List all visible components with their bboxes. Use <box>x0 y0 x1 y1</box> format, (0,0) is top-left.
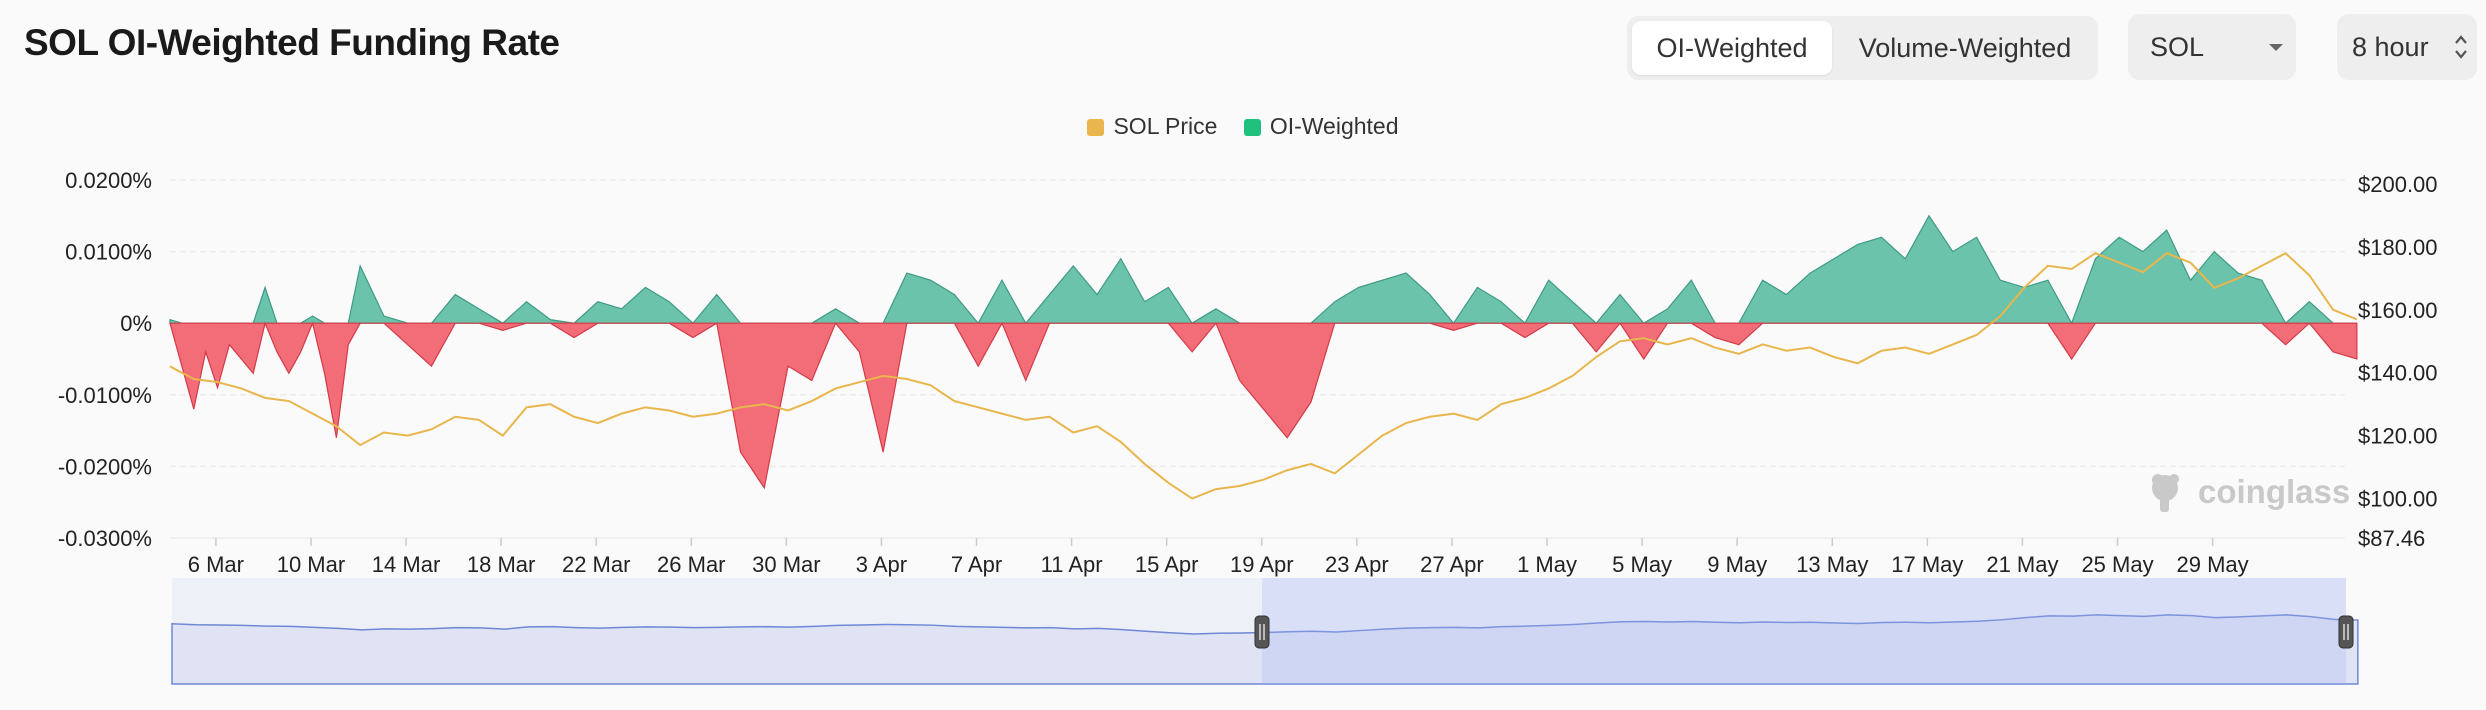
navigator-selection <box>1262 578 2346 684</box>
x-tick-label: 1 May <box>1517 552 1577 577</box>
symbol-select[interactable]: SOL <box>2128 14 2296 80</box>
oi-weighted-tab[interactable]: OI-Weighted <box>1632 21 1832 75</box>
caret-down-icon <box>2269 44 2283 51</box>
watermark-text: coinglass <box>2198 473 2350 510</box>
x-axis: 6 Mar 10 Mar 14 Mar 18 Mar 22 Mar 26 Mar 30 Ma… <box>188 538 2249 577</box>
symbol-select-value: SOL <box>2150 32 2205 62</box>
x-tick-label: 30 Mar <box>752 552 820 577</box>
y-left-tick: -0.0300% <box>58 526 152 551</box>
x-tick-label: 5 May <box>1612 552 1672 577</box>
y-right-tick: $140.00 <box>2358 361 2438 386</box>
x-tick-label: 23 Apr <box>1325 552 1389 577</box>
x-tick-label: 9 May <box>1707 552 1767 577</box>
legend-label-price: SOL Price <box>1113 113 1218 139</box>
y-right-tick: $160.00 <box>2358 298 2438 323</box>
x-tick-label: 3 Apr <box>856 552 907 577</box>
price-line <box>169 251 2358 500</box>
x-tick-label: 10 Mar <box>277 552 345 577</box>
navigator-left-handle[interactable] <box>1254 615 1270 649</box>
y-axis-left: 0.0200% 0.0100% 0% -0.0100% -0.0200% -0.0300% <box>58 168 152 551</box>
y-left-tick: -0.0200% <box>58 454 152 479</box>
y-right-tick: $200.00 <box>2358 172 2438 197</box>
interval-select[interactable]: 8 hour <box>2337 14 2477 80</box>
x-tick-label: 7 Apr <box>951 552 1002 577</box>
page-title: SOL OI-Weighted Funding Rate <box>24 22 560 63</box>
x-tick-label: 19 Apr <box>1230 552 1294 577</box>
navigator-right-handle[interactable] <box>2338 615 2354 649</box>
x-tick-label: 18 Mar <box>467 552 535 577</box>
legend-item-oi[interactable]: OI-Weighted <box>1243 113 1399 140</box>
negative-funding-area <box>169 321 2358 490</box>
chart-legend: SOL Price OI-Weighted <box>0 113 2486 140</box>
positive-funding-area <box>169 214 2357 325</box>
y-left-tick: 0.0100% <box>65 240 152 265</box>
x-tick-label: 21 May <box>1986 552 2058 577</box>
y-right-tick: $180.00 <box>2358 235 2438 260</box>
legend-item-price[interactable]: SOL Price <box>1087 113 1217 140</box>
range-navigator[interactable] <box>171 578 2359 685</box>
funding-rate-series <box>169 214 2358 490</box>
x-tick-label: 15 Apr <box>1135 552 1199 577</box>
x-tick-label: 29 May <box>2177 552 2249 577</box>
interval-select-value: 8 hour <box>2352 32 2429 62</box>
x-tick-label: 27 Apr <box>1420 552 1484 577</box>
x-tick-label: 26 Mar <box>657 552 725 577</box>
x-tick-label: 11 Apr <box>1041 552 1103 577</box>
y-left-tick: 0% <box>120 311 152 336</box>
y-axis-right: $200.00 $180.00 $160.00 $140.00 $120.00 $100.… <box>2358 172 2438 551</box>
x-tick-label: 6 Mar <box>188 552 244 577</box>
navigator-series <box>171 614 2359 685</box>
legend-label-oi: OI-Weighted <box>1269 113 1399 139</box>
coinglass-logo-icon <box>2152 474 2179 512</box>
y-right-tick: $87.46 <box>2358 526 2425 551</box>
x-tick-label: 14 Mar <box>372 552 440 577</box>
y-left-tick: 0.0200% <box>65 168 152 193</box>
volume-weighted-tab[interactable]: Volume-Weighted <box>1858 33 2072 63</box>
x-tick-label: 22 Mar <box>562 552 630 577</box>
price-series <box>169 251 2358 500</box>
up-down-chevron-icon <box>2455 35 2467 59</box>
watermark: coinglass <box>2152 473 2350 512</box>
y-right-tick: $120.00 <box>2358 424 2438 449</box>
y-left-tick: -0.0100% <box>58 383 152 408</box>
y-right-tick: $100.00 <box>2358 487 2438 512</box>
x-tick-label: 17 May <box>1891 552 1963 577</box>
x-tick-label: 13 May <box>1796 552 1868 577</box>
weighting-toggle: OI-Weighted Volume-Weighted <box>1627 16 2098 80</box>
x-tick-label: 25 May <box>2081 552 2153 577</box>
